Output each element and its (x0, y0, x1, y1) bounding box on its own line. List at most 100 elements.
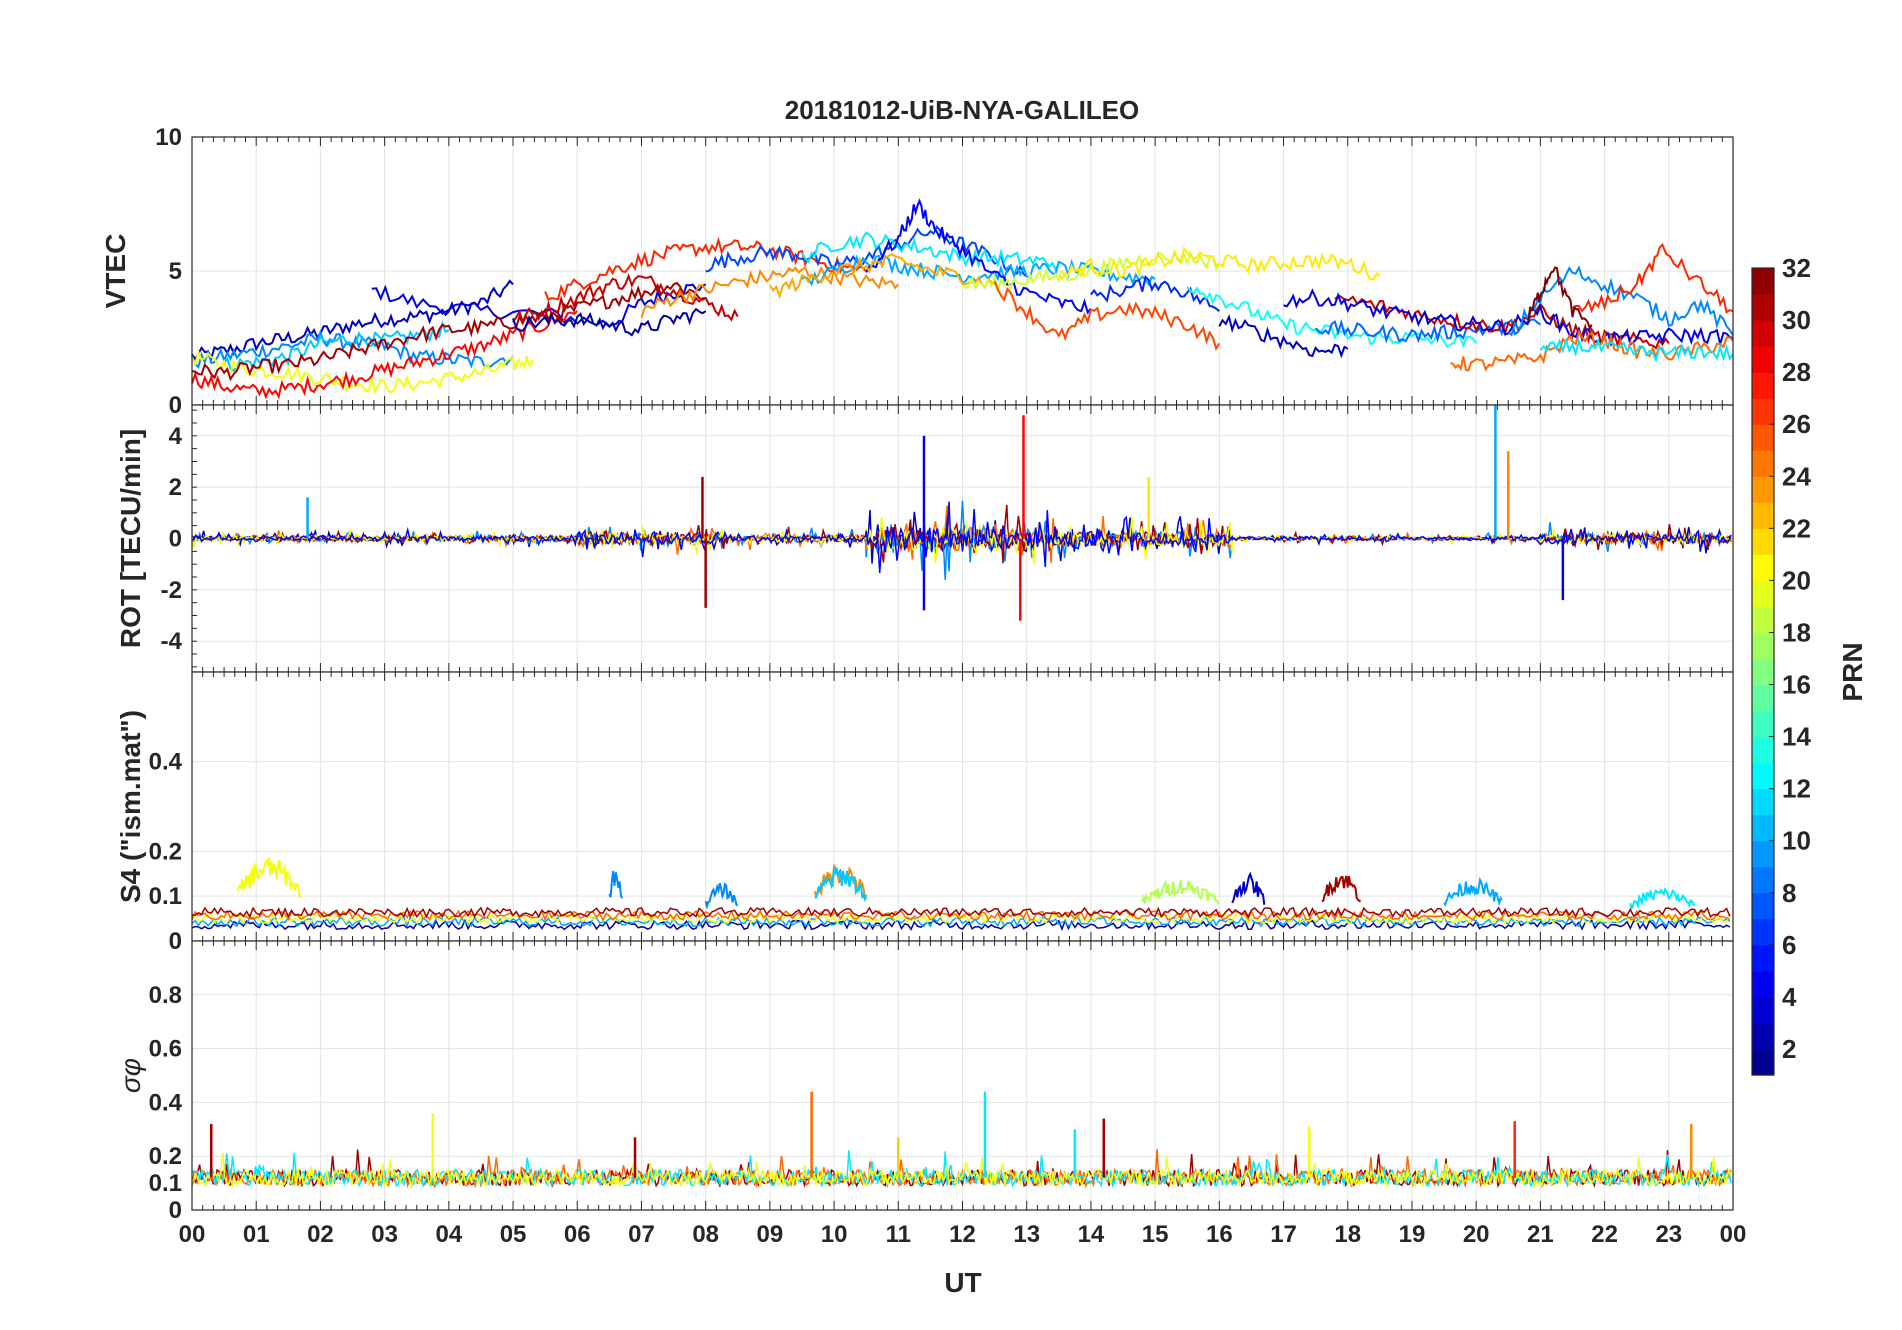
panel-rot: -4 -2 0 2 4 ROT [TECU/min] (115, 404, 1734, 673)
colorbar-segment (1752, 632, 1774, 660)
colorbar-segment (1752, 762, 1774, 790)
colorbar-segment (1752, 268, 1774, 295)
colorbar-tick-label: 14 (1782, 722, 1811, 752)
y-tick-label: 0.6 (149, 1036, 182, 1063)
colorbar-frame (1751, 267, 1775, 1076)
vtec-series-prn-27 (1571, 243, 1734, 314)
s4-bump-prn-31 (1321, 875, 1362, 903)
y-axis-label-rot: ROT [TECU/min] (115, 429, 146, 648)
y-tick-label: 0.4 (149, 749, 183, 776)
plot-lines (191, 405, 1732, 621)
x-tick-label: 16 (1206, 1221, 1233, 1248)
y-tick-label: 2 (169, 474, 182, 501)
vtec-series-prn-28 (191, 310, 578, 400)
x-tick-label: 19 (1399, 1221, 1426, 1248)
x-tick-label: 23 (1655, 1221, 1682, 1248)
vtec-series-prn-24 (640, 265, 900, 319)
vtec-series-prn-3 (1218, 314, 1349, 359)
colorbar-segment (1752, 372, 1774, 399)
y-tick-label: 0.4 (149, 1089, 183, 1116)
x-tick-label: 18 (1334, 1221, 1361, 1248)
x-tick-label: 10 (821, 1221, 848, 1248)
x-axis-label: UT (944, 1267, 981, 1298)
x-tick-label: 11 (886, 1221, 911, 1248)
colorbar-segment (1752, 450, 1774, 477)
s4-bump-prn-11 (814, 866, 868, 903)
vtec-series-prn-6 (1090, 275, 1220, 312)
colorbar-tick-label: 26 (1782, 409, 1811, 439)
x-tick-label: 07 (628, 1221, 655, 1248)
x-tick-label: 12 (949, 1221, 976, 1248)
vtec-series-prn-32 (1526, 266, 1593, 331)
colorbar-tick-label: 22 (1782, 513, 1811, 543)
x-tick-label: 08 (692, 1221, 719, 1248)
colorbar-segment (1752, 320, 1774, 347)
colorbar-label: PRN (1837, 642, 1868, 701)
panel-sigma_phi: 00.10.2 0.4 0.6 0.8 σφ 00 01 02 03 04 05 06 07 08 09 10… (115, 940, 1747, 1248)
s4-bump-prn-9 (608, 870, 624, 899)
colorbar-segment (1752, 892, 1774, 920)
x-tick-label: 00 (179, 1221, 206, 1248)
colorbar-segment (1752, 1048, 1774, 1076)
colorbar-tick-label: 6 (1782, 930, 1796, 960)
s4-bump-prn-18 (1141, 879, 1220, 905)
figure-title: 20181012-UiB-NYA-GALILEO (785, 95, 1140, 125)
plot-lines (191, 857, 1731, 932)
y-tick-label: 0.2 (149, 838, 182, 865)
y-axis-label-s4: S4 ("ism.mat") (115, 710, 146, 903)
colorbar-tick-label: 2 (1782, 1034, 1796, 1064)
x-tick-label: 03 (371, 1221, 398, 1248)
x-tick-label: 21 (1527, 1221, 1554, 1248)
colorbar-segment (1752, 866, 1774, 894)
y-tick-label: -2 (161, 577, 182, 604)
colorbar-tick-label: 20 (1782, 565, 1811, 595)
colorbar-segment (1752, 606, 1774, 634)
colorbar-tick-label: 16 (1782, 670, 1811, 700)
s4-trace-prn-2 (191, 918, 1731, 932)
colorbar-segment (1752, 736, 1774, 764)
vtec-series-prn-26 (993, 280, 1221, 352)
colorbar-segment (1752, 398, 1774, 425)
colorbar-segment (1752, 658, 1774, 686)
s4-bump-prn-9 (704, 881, 739, 911)
colorbar-segment (1752, 476, 1774, 503)
panel-s4: 0 0.1 0.2 0.4S4 ("ism.mat") (115, 671, 1734, 955)
sigma-trace-prn-20 (191, 1152, 1732, 1189)
colorbar-tick-label: 12 (1782, 774, 1811, 804)
vtec-series-prn-30 (512, 273, 739, 325)
colorbar-tick-label: 30 (1782, 305, 1811, 335)
colorbar-segment (1752, 554, 1774, 581)
vtec-series-prn-13 (1186, 286, 1478, 349)
colorbar-tick-label: 24 (1782, 461, 1811, 491)
colorbar-tick-label: 8 (1782, 878, 1796, 908)
x-tick-label: 13 (1013, 1221, 1040, 1248)
y-tick-label: -4 (161, 628, 183, 655)
y-tick-label: 5 (169, 258, 182, 285)
x-tick-label: 09 (757, 1221, 784, 1248)
y-tick-label: 0.8 (149, 982, 182, 1009)
x-tick-label: 22 (1591, 1221, 1618, 1248)
colorbar-segment (1752, 970, 1774, 998)
vtec-series-prn-21 (1058, 246, 1381, 281)
colorbar-segment (1752, 528, 1774, 555)
plot-lines (191, 1091, 1732, 1189)
vtec-series-prn-2 (512, 307, 707, 337)
x-tick-label: 17 (1270, 1221, 1297, 1248)
x-tick-label: 20 (1463, 1221, 1490, 1248)
colorbar-tick-label: 28 (1782, 357, 1811, 387)
x-tick-label: 01 (243, 1221, 270, 1248)
x-tick-label: 00 (1720, 1221, 1747, 1248)
x-tick-label: 04 (435, 1221, 462, 1248)
x-tick-label: 14 (1078, 1221, 1105, 1248)
y-axis-label-vtec: VTEC (100, 234, 131, 309)
y-tick-label: 0.2 (149, 1143, 182, 1170)
y-tick-label: 4 (169, 423, 183, 450)
x-tick-label: 05 (500, 1221, 527, 1248)
y-tick-label: 0 (169, 928, 182, 955)
axes-frame (191, 940, 1734, 1211)
colorbar-segment (1752, 580, 1774, 608)
colorbar-tick-label: 4 (1782, 982, 1797, 1012)
colorbar-segment (1752, 346, 1774, 373)
